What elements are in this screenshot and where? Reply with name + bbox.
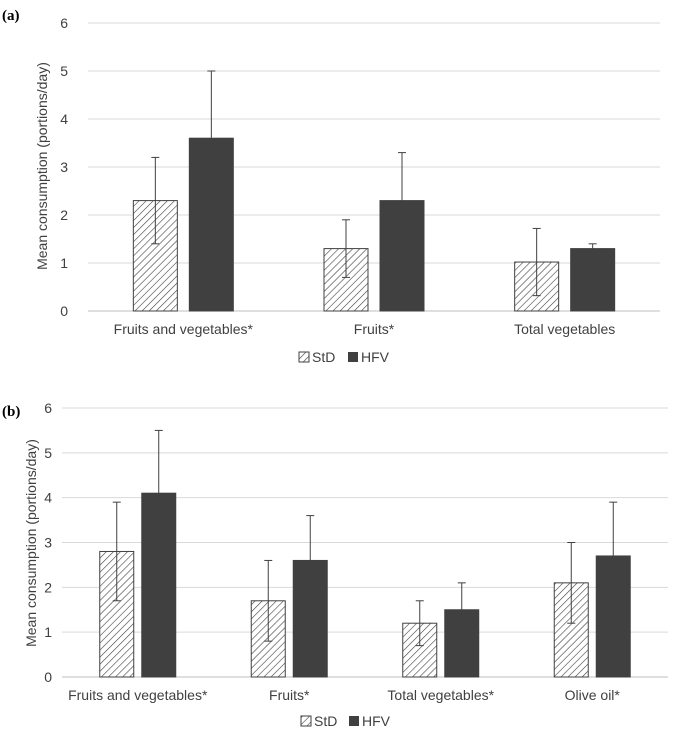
y-tick-label: 2 [60, 207, 68, 223]
x-tick-label: Fruits* [269, 687, 310, 703]
gridlines [88, 22, 660, 312]
legend: StD HFV [300, 713, 391, 729]
y-axis-label: Mean consumption (portions/day) [23, 439, 39, 647]
legend: StD HFV [298, 349, 390, 365]
legend-swatch-hfv [349, 716, 359, 726]
panel-label: (b) [2, 404, 20, 420]
y-tick-label: 5 [60, 63, 68, 79]
y-tick-label: 1 [44, 624, 52, 640]
x-tick-label: Fruits and vegetables* [68, 687, 208, 703]
x-tick-labels: Fruits and vegetables* Fruits* Total veget… [68, 687, 620, 703]
chart-panel-b: (b) Mean consumption (portions/day) 0 1 2 3… [2, 400, 668, 729]
x-tick-label: Olive oil* [565, 687, 621, 703]
error-bars [112, 429, 618, 647]
y-tick-label: 5 [44, 445, 52, 461]
legend-swatch-std [300, 715, 312, 727]
y-tick-label: 2 [44, 579, 52, 595]
x-tick-label: Total vegetables [514, 321, 615, 337]
y-tick-label: 0 [60, 303, 68, 319]
y-tick-label: 0 [44, 669, 52, 685]
y-tick-labels: 0 1 2 3 4 5 6 [44, 400, 52, 685]
panel-label: (a) [2, 8, 20, 24]
legend-label-std: StD [314, 713, 337, 729]
error-bars [151, 70, 597, 297]
bar-hfv-2 [570, 248, 616, 312]
y-tick-label: 3 [44, 535, 52, 551]
y-tick-label: 1 [60, 255, 68, 271]
chart-panel-a: (a) Mean consumption (portions/day) 0 1 2 3… [2, 8, 660, 365]
y-tick-label: 4 [60, 111, 68, 127]
y-tick-label: 6 [60, 15, 68, 31]
legend-swatch-hfv [348, 352, 358, 362]
y-tick-label: 4 [44, 490, 52, 506]
y-tick-label: 3 [60, 159, 68, 175]
x-tick-labels: Fruits and vegetables* Fruits* Total veget… [114, 321, 616, 337]
legend-swatch-std [298, 351, 310, 363]
x-tick-label: Total vegetables* [387, 687, 494, 703]
bars [99, 492, 631, 678]
y-tick-label: 6 [44, 400, 52, 416]
legend-label-std: StD [312, 349, 335, 365]
x-tick-label: Fruits and vegetables* [114, 321, 254, 337]
bars [132, 137, 616, 312]
x-tick-label: Fruits* [354, 321, 395, 337]
legend-label-hfv: HFV [361, 349, 390, 365]
y-axis-label: Mean consumption (portions/day) [34, 62, 50, 270]
y-tick-labels: 0 1 2 3 4 5 6 [60, 15, 68, 319]
legend-label-hfv: HFV [362, 713, 391, 729]
